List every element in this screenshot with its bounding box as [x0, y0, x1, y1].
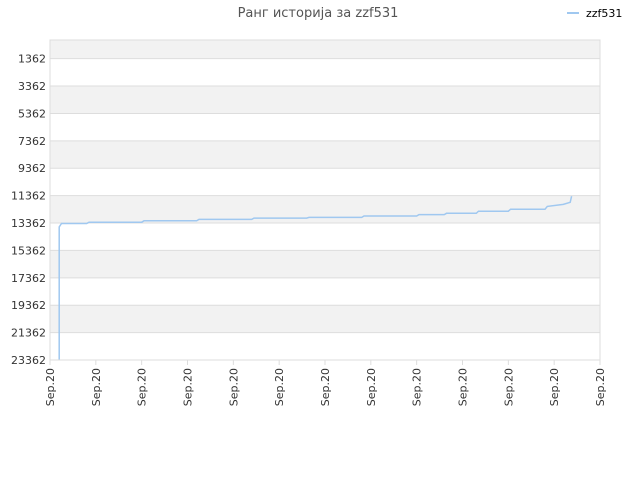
plot-grid: [50, 58, 600, 361]
x-tick-label: Sep.20: [548, 368, 561, 406]
y-tick-label: 3362: [18, 80, 46, 93]
plot-band: [50, 305, 600, 333]
y-tick-label: 9362: [18, 162, 46, 175]
y-axis: 1362 3362 5362 7362 9362 11362 13362 15362 17362…: [11, 53, 46, 367]
plot-frame: [49, 39, 601, 361]
x-tick-label: Sep.20: [365, 368, 378, 406]
y-tick-label: 7362: [18, 135, 46, 148]
x-axis: Sep.20 Sep.20 Sep.20 Sep.20 Sep.20 Sep.20 Sep.…: [44, 360, 607, 406]
y-tick-label: 1362: [18, 53, 46, 66]
y-tick-label: 5362: [18, 107, 46, 120]
x-tick-label: Sep.20: [319, 368, 332, 406]
plot-band: [50, 332, 600, 360]
y-tick-label: 17362: [11, 272, 46, 285]
y-tick-label: 15362: [11, 244, 46, 257]
plot-band: [50, 195, 600, 224]
chart-title: Ранг историја за zzf531: [238, 6, 399, 21]
y-tick-label: 19362: [11, 299, 46, 312]
x-tick-label: Sep.20: [90, 368, 103, 406]
plot-band: [50, 277, 600, 306]
y-tick-label: 13362: [11, 217, 46, 230]
x-tick-label: Sep.20: [502, 368, 515, 406]
x-tick-label: Sep.20: [411, 368, 424, 406]
x-tick-label: Sep.20: [182, 368, 195, 406]
y-tick-label: 21362: [11, 327, 46, 340]
plot-band: [50, 250, 600, 278]
plot-band: [50, 223, 600, 251]
series-layer: [58, 196, 573, 360]
x-tick-label: Sep.20: [457, 368, 470, 406]
x-tick-label: Sep.20: [594, 368, 607, 406]
x-tick-label: Sep.20: [136, 368, 149, 406]
plot-band: [50, 40, 600, 59]
plot-band: [50, 140, 600, 169]
plot-band: [50, 86, 600, 114]
y-tick-label: 23362: [11, 354, 46, 367]
legend: zzf531: [567, 7, 622, 20]
plot-band: [50, 58, 600, 87]
series-line-zzf531: [58, 196, 573, 360]
x-tick-label: Sep.20: [273, 368, 286, 406]
x-tick-label: Sep.20: [44, 368, 57, 406]
plot-bands: [50, 40, 600, 360]
plot-band: [50, 168, 600, 196]
legend-label-zzf531: zzf531: [586, 7, 622, 20]
y-tick-label: 11362: [11, 190, 46, 203]
x-tick-label: Sep.20: [227, 368, 240, 406]
plot-band: [50, 113, 600, 141]
